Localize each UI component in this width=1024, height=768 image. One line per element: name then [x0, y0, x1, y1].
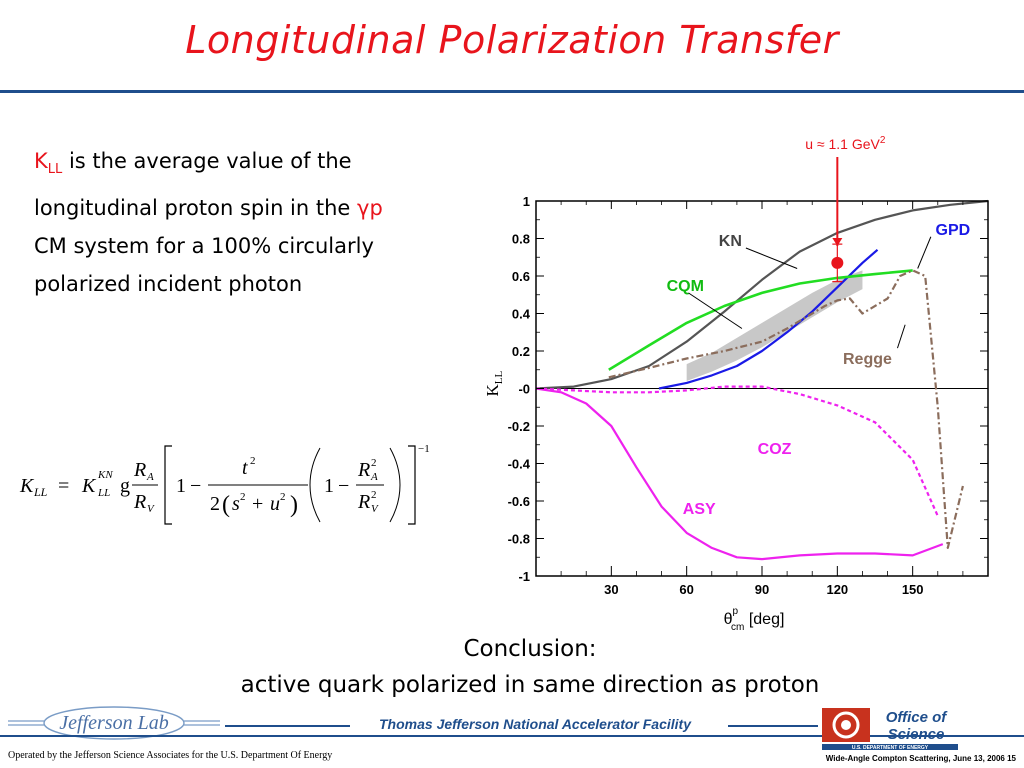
x-tick-label: 150	[902, 582, 924, 597]
formula-kn-sub: LL	[97, 487, 110, 499]
series-line-cqm	[608, 269, 913, 371]
formula-rv2-sub: V	[371, 503, 379, 515]
slide-info: Wide-Angle Compton Scattering, June 13, …	[825, 754, 1016, 763]
x-axis-title: θp cm [deg]	[724, 606, 785, 633]
formula-rv2-exp: 2	[371, 489, 377, 501]
series-arrow-cqm	[688, 292, 743, 329]
formula-minus: −	[190, 475, 201, 497]
formula-one: 1	[176, 475, 186, 497]
footer-divider	[0, 735, 1024, 737]
series-label-cqm: CQM	[667, 278, 704, 295]
kll-description: KLL is the average value of the longitud…	[34, 142, 434, 303]
formula-t-exp: 2	[250, 455, 256, 467]
formula-ra: R	[133, 459, 146, 481]
footer-rule-left	[225, 725, 350, 727]
data-point	[831, 256, 844, 269]
y-tick-label: 1	[523, 194, 530, 209]
desc-line-2-text: longitudinal proton spin in the	[34, 196, 358, 221]
conclusion-label: Conclusion:	[463, 636, 597, 662]
desc-line-3: CM system for a 100% circularly	[34, 234, 374, 259]
series-line-gpd	[658, 248, 879, 390]
formula-ra-sub: A	[146, 471, 154, 483]
y-tick-label: 0.2	[512, 344, 530, 359]
office-of-science-logo: Office of Science U.S. DEPARTMENT OF ENE…	[822, 708, 958, 751]
y-tick-label: 0.6	[512, 269, 530, 284]
x-tick-label: 120	[826, 582, 848, 597]
operated-by: Operated by the Jefferson Science Associ…	[8, 750, 333, 761]
formula-kn-sup: KN	[97, 469, 113, 481]
formula-rv-sub: V	[147, 503, 155, 515]
svg-text:): )	[290, 492, 298, 518]
y-tick-label: 0.8	[512, 232, 530, 247]
lab-name: Thomas Jefferson National Accelerator Fa…	[379, 716, 691, 732]
formula-rv-2: R	[357, 491, 370, 513]
formula-s: s	[232, 493, 240, 515]
desc-line-2: longitudinal proton spin in the γp	[34, 189, 434, 227]
formula-exp-m1: −1	[418, 443, 430, 455]
desc-line-1-rest: is the average value of the	[62, 149, 352, 173]
formula-ra-2: R	[357, 459, 370, 481]
formula-s-exp: 2	[240, 491, 246, 503]
series-label-gpd: GPD	[936, 222, 971, 239]
formula-one-2: 1	[324, 475, 334, 497]
series-line-coz	[535, 385, 939, 517]
formula-g: g	[120, 475, 130, 497]
kll-chart: 1 0.8 0.6 0.4 0.2 -0 -0.2 -0.4 -0.6 -0.8 -1 30 60 90 1…	[483, 135, 989, 633]
y-axis-title: KLL	[483, 370, 505, 396]
kll-formula: K LL = K KN LL g R A R V 1 − t 2 2 ( s 2…	[19, 443, 430, 525]
jefferson-lab-logo: Jefferson Lab	[8, 706, 220, 740]
series-label-asy: ASY	[683, 501, 716, 518]
formula-plus: +	[252, 493, 263, 515]
formula-lhs-sub: LL	[33, 485, 48, 499]
gpd-band	[686, 270, 863, 381]
y-tick-label: -1	[518, 569, 530, 584]
series-line-regge	[608, 269, 964, 549]
formula-rv: R	[133, 491, 146, 513]
y-tick-label: -0.8	[508, 532, 530, 547]
jefferson-lab-logo-text: Jefferson Lab	[59, 712, 168, 734]
slide-title: Longitudinal Polarization Transfer	[185, 18, 839, 62]
svg-text:(: (	[222, 492, 230, 518]
desc-line-4: polarized incident photon	[34, 272, 303, 297]
formula-ra2-exp: 2	[371, 457, 377, 469]
formula-two: 2	[210, 493, 220, 515]
series-arrow-gpd	[917, 236, 932, 269]
y-tick-label: -0.4	[508, 457, 531, 472]
y-tick-label: -0.6	[508, 494, 530, 509]
y-tick-label: 0.4	[512, 307, 531, 322]
oos-line-1: Office of	[886, 709, 949, 726]
formula-ra2-sub: A	[370, 471, 378, 483]
oos-line-2: Science	[888, 726, 945, 743]
kll-subscript: LL	[47, 162, 63, 178]
formula-u-exp: 2	[280, 491, 286, 503]
annotation-label: u ≈ 1.1 GeV2	[805, 135, 886, 152]
formula-minus-2: −	[338, 475, 349, 497]
kll-symbol: K	[34, 149, 48, 173]
annotation-arrowhead	[832, 238, 843, 246]
series-arrow-regge	[896, 324, 906, 349]
oos-line-3: U.S. DEPARTMENT OF ENERGY	[852, 745, 929, 751]
conclusion-text: active quark polarized in same direction…	[240, 672, 820, 698]
formula-u: u	[270, 493, 280, 515]
x-tick-label: 60	[679, 582, 693, 597]
y-tick-label: -0.2	[508, 419, 530, 434]
footer-rule-right	[728, 725, 818, 727]
series-label-kn: KN	[719, 233, 742, 250]
formula-kn-k: K	[81, 475, 97, 497]
series-arrow-kn	[745, 247, 798, 269]
series-label-coz: COZ	[758, 441, 792, 458]
formula-lhs-k: K	[19, 475, 35, 497]
gamma-symbol: γ	[357, 196, 370, 221]
series-label-regge: Regge	[843, 351, 892, 368]
x-tick-label: 30	[604, 582, 618, 597]
series-line-kn	[535, 199, 989, 390]
formula-equals: =	[58, 475, 69, 497]
x-tick-label: 90	[755, 582, 769, 597]
desc-line-1: KLL is the average value of the	[34, 142, 434, 189]
y-tick-label: -0	[518, 382, 530, 397]
title-divider	[0, 90, 1024, 93]
series-line-asy	[535, 387, 944, 561]
proton-symbol: p	[369, 196, 383, 221]
formula-t: t	[242, 457, 248, 479]
